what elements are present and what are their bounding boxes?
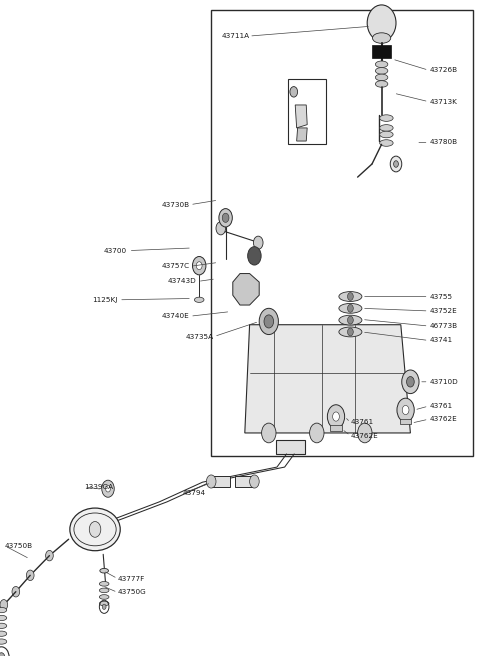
Circle shape bbox=[262, 423, 276, 443]
Circle shape bbox=[106, 485, 110, 492]
Ellipse shape bbox=[99, 594, 109, 600]
Ellipse shape bbox=[375, 81, 388, 87]
Ellipse shape bbox=[70, 508, 120, 550]
Text: 43735A: 43735A bbox=[185, 333, 214, 340]
Ellipse shape bbox=[194, 297, 204, 302]
Circle shape bbox=[0, 600, 8, 610]
Ellipse shape bbox=[339, 303, 362, 314]
Text: 43761: 43761 bbox=[430, 403, 453, 409]
Bar bbox=[372, 45, 391, 58]
Text: 43713K: 43713K bbox=[430, 98, 457, 105]
Text: 43750B: 43750B bbox=[5, 543, 33, 549]
Circle shape bbox=[327, 405, 345, 428]
Ellipse shape bbox=[0, 623, 7, 628]
Ellipse shape bbox=[380, 140, 393, 146]
Text: 43762E: 43762E bbox=[430, 416, 457, 422]
Ellipse shape bbox=[0, 607, 7, 613]
Bar bbox=[235, 476, 254, 487]
Ellipse shape bbox=[100, 568, 108, 573]
Bar bbox=[211, 10, 473, 456]
Text: 43794: 43794 bbox=[182, 490, 205, 497]
Circle shape bbox=[0, 653, 5, 656]
Ellipse shape bbox=[375, 61, 388, 68]
Text: 43700: 43700 bbox=[104, 247, 127, 254]
Circle shape bbox=[248, 247, 261, 265]
Circle shape bbox=[348, 316, 353, 324]
Text: 43750G: 43750G bbox=[118, 589, 146, 596]
Bar bbox=[330, 425, 342, 431]
Circle shape bbox=[402, 405, 409, 415]
Bar bbox=[400, 419, 411, 424]
Text: 43761: 43761 bbox=[350, 419, 373, 426]
Circle shape bbox=[216, 222, 226, 235]
Circle shape bbox=[394, 161, 398, 167]
Text: 1339GA: 1339GA bbox=[84, 483, 113, 490]
Ellipse shape bbox=[99, 581, 109, 586]
Text: 43755: 43755 bbox=[430, 293, 453, 300]
Ellipse shape bbox=[380, 125, 393, 131]
Ellipse shape bbox=[0, 639, 7, 644]
Circle shape bbox=[196, 262, 202, 270]
Polygon shape bbox=[297, 128, 307, 141]
Text: 46773B: 46773B bbox=[430, 323, 458, 329]
Circle shape bbox=[253, 236, 263, 249]
Circle shape bbox=[348, 293, 353, 300]
Circle shape bbox=[89, 522, 101, 537]
Bar bbox=[276, 440, 305, 454]
Ellipse shape bbox=[380, 131, 393, 138]
Bar bbox=[288, 79, 326, 144]
Circle shape bbox=[290, 87, 298, 97]
Ellipse shape bbox=[339, 315, 362, 325]
Ellipse shape bbox=[339, 291, 362, 302]
Ellipse shape bbox=[375, 68, 388, 74]
Text: 43780B: 43780B bbox=[430, 139, 458, 146]
Polygon shape bbox=[295, 105, 307, 128]
Polygon shape bbox=[245, 325, 410, 433]
Polygon shape bbox=[233, 274, 259, 305]
Ellipse shape bbox=[372, 33, 391, 43]
Circle shape bbox=[206, 475, 216, 488]
Ellipse shape bbox=[0, 615, 7, 621]
Ellipse shape bbox=[375, 74, 388, 81]
Circle shape bbox=[333, 412, 339, 421]
Text: 43743D: 43743D bbox=[168, 278, 197, 285]
Circle shape bbox=[348, 328, 353, 336]
Circle shape bbox=[46, 550, 53, 561]
Circle shape bbox=[407, 377, 414, 387]
Text: 43726B: 43726B bbox=[430, 67, 458, 73]
Text: 43777F: 43777F bbox=[118, 575, 145, 582]
Text: 1125KJ: 1125KJ bbox=[92, 297, 118, 303]
Circle shape bbox=[348, 304, 353, 312]
Circle shape bbox=[358, 423, 372, 443]
Ellipse shape bbox=[0, 631, 7, 636]
Text: 43752E: 43752E bbox=[430, 308, 457, 314]
Text: 43730B: 43730B bbox=[161, 201, 190, 208]
Text: 43757C: 43757C bbox=[161, 263, 190, 270]
Text: 43741: 43741 bbox=[430, 337, 453, 344]
Circle shape bbox=[250, 475, 259, 488]
Circle shape bbox=[219, 209, 232, 227]
Circle shape bbox=[102, 480, 114, 497]
Circle shape bbox=[310, 423, 324, 443]
Text: 43711A: 43711A bbox=[221, 33, 250, 39]
Text: 43762E: 43762E bbox=[350, 432, 378, 439]
Circle shape bbox=[26, 570, 34, 581]
Circle shape bbox=[222, 213, 229, 222]
Circle shape bbox=[259, 308, 278, 335]
Ellipse shape bbox=[339, 327, 362, 337]
Text: 43710D: 43710D bbox=[430, 379, 458, 385]
Ellipse shape bbox=[367, 5, 396, 41]
Circle shape bbox=[192, 256, 206, 275]
Ellipse shape bbox=[380, 115, 393, 121]
Ellipse shape bbox=[99, 588, 109, 593]
Circle shape bbox=[402, 370, 419, 394]
Circle shape bbox=[390, 156, 402, 172]
Text: 43740E: 43740E bbox=[162, 313, 190, 319]
Circle shape bbox=[12, 586, 20, 597]
Circle shape bbox=[102, 604, 106, 609]
Bar bbox=[211, 476, 230, 487]
Circle shape bbox=[397, 398, 414, 422]
Ellipse shape bbox=[99, 601, 109, 606]
Circle shape bbox=[264, 315, 274, 328]
